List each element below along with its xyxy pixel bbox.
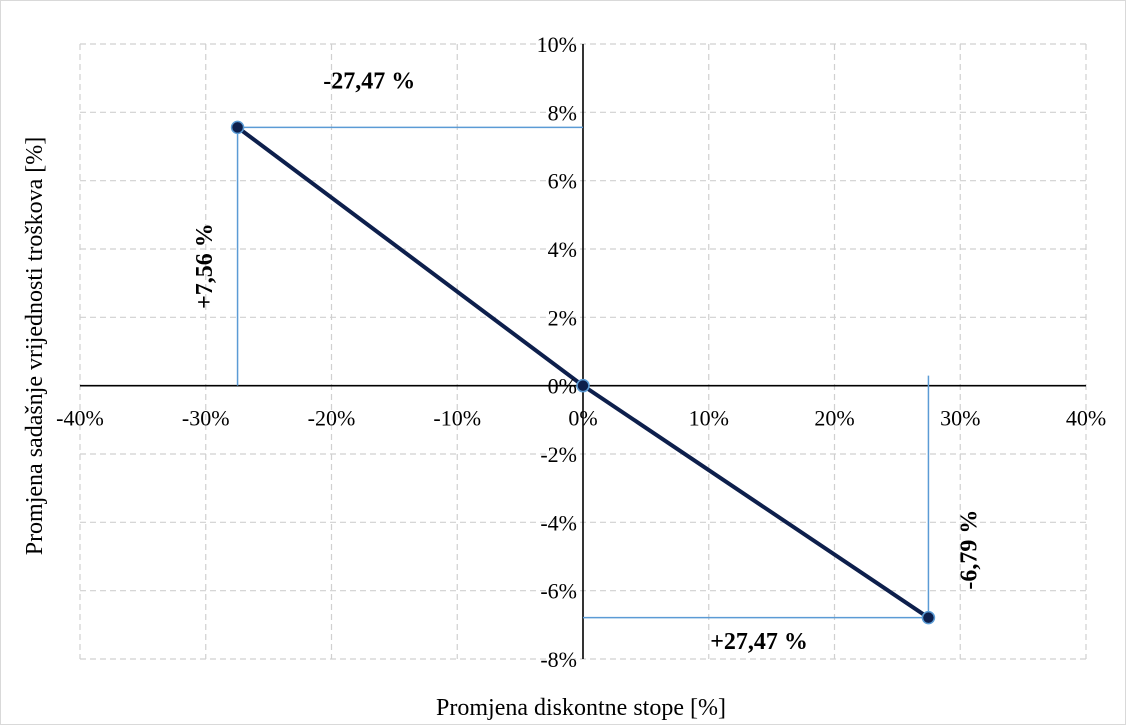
y-tick-label: 2% (548, 305, 577, 330)
series (230, 120, 936, 625)
annotation-label: -6,79 % (957, 510, 983, 590)
annotation-label: -27,47 % (323, 68, 415, 94)
x-axis-title: Promjena diskontne stope [%] (436, 695, 726, 721)
data-point (921, 610, 936, 625)
x-tick-label: 40% (1066, 406, 1106, 431)
x-tick-label: 30% (940, 406, 980, 431)
y-tick-label: -6% (540, 579, 577, 604)
y-tick-label: -8% (540, 647, 577, 672)
y-axis-title: Promjena sadašnje vrijednosti troškova [… (22, 137, 48, 556)
annotation-label: +27,47 % (710, 629, 808, 655)
annotations: -27,47 % +7,56 % +27,47 % -6,79 % (192, 68, 983, 654)
x-tick-label: -10% (433, 406, 481, 431)
y-tick-label: 4% (548, 237, 577, 262)
y-tick-label: 6% (548, 169, 577, 194)
data-point (230, 120, 245, 135)
x-tick-label: -20% (308, 406, 356, 431)
y-tick-label: 0% (548, 374, 577, 399)
data-point (576, 378, 590, 393)
x-tick-label: 0% (568, 406, 597, 431)
y-tick-label: -4% (540, 510, 577, 535)
x-tick-label: -40% (56, 406, 104, 431)
x-tick-label: -30% (182, 406, 230, 431)
x-tick-label: 20% (814, 406, 854, 431)
y-tick-label: 10% (537, 32, 577, 57)
y-tick-label: 8% (548, 100, 577, 125)
x-tick-label: 10% (689, 406, 729, 431)
y-tick-label: -2% (540, 442, 577, 467)
guide-lines (236, 126, 930, 619)
annotation-label: +7,56 % (192, 223, 218, 309)
tick-labels: -40% -30% -20% -10% 0% 10% 20% 30% 40%-8%-6%-4%-… (56, 32, 1106, 672)
